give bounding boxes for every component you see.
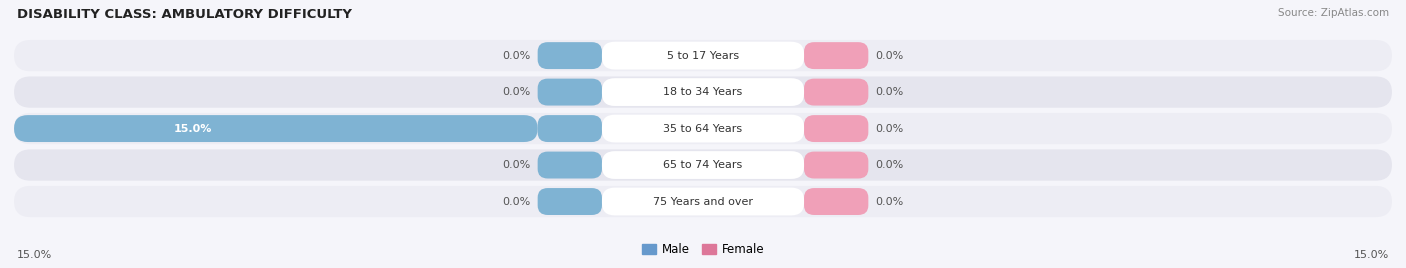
Text: 0.0%: 0.0% [502, 87, 531, 97]
Text: 15.0%: 15.0% [1354, 250, 1389, 260]
Text: 75 Years and over: 75 Years and over [652, 196, 754, 207]
FancyBboxPatch shape [804, 152, 869, 178]
Text: 0.0%: 0.0% [875, 196, 904, 207]
Text: 15.0%: 15.0% [17, 250, 52, 260]
FancyBboxPatch shape [602, 151, 804, 179]
Text: 0.0%: 0.0% [502, 196, 531, 207]
FancyBboxPatch shape [14, 115, 537, 142]
FancyBboxPatch shape [537, 188, 602, 215]
FancyBboxPatch shape [804, 79, 869, 106]
FancyBboxPatch shape [14, 76, 1392, 108]
Text: 0.0%: 0.0% [502, 51, 531, 61]
FancyBboxPatch shape [14, 113, 1392, 144]
FancyBboxPatch shape [537, 79, 602, 106]
FancyBboxPatch shape [602, 42, 804, 69]
Text: 0.0%: 0.0% [875, 160, 904, 170]
Text: 18 to 34 Years: 18 to 34 Years [664, 87, 742, 97]
Text: Source: ZipAtlas.com: Source: ZipAtlas.com [1278, 8, 1389, 18]
FancyBboxPatch shape [804, 115, 869, 142]
FancyBboxPatch shape [804, 42, 869, 69]
Text: 0.0%: 0.0% [875, 51, 904, 61]
FancyBboxPatch shape [537, 42, 602, 69]
FancyBboxPatch shape [14, 186, 1392, 217]
Text: 15.0%: 15.0% [174, 124, 212, 133]
FancyBboxPatch shape [602, 188, 804, 215]
FancyBboxPatch shape [537, 152, 602, 178]
FancyBboxPatch shape [804, 188, 869, 215]
FancyBboxPatch shape [602, 78, 804, 106]
Text: 65 to 74 Years: 65 to 74 Years [664, 160, 742, 170]
FancyBboxPatch shape [14, 40, 1392, 71]
Text: 0.0%: 0.0% [502, 160, 531, 170]
FancyBboxPatch shape [602, 115, 804, 143]
FancyBboxPatch shape [537, 115, 602, 142]
Text: 5 to 17 Years: 5 to 17 Years [666, 51, 740, 61]
Text: 35 to 64 Years: 35 to 64 Years [664, 124, 742, 133]
Text: DISABILITY CLASS: AMBULATORY DIFFICULTY: DISABILITY CLASS: AMBULATORY DIFFICULTY [17, 8, 352, 21]
Legend: Male, Female: Male, Female [637, 238, 769, 261]
FancyBboxPatch shape [14, 150, 1392, 181]
Text: 0.0%: 0.0% [875, 124, 904, 133]
Text: 0.0%: 0.0% [875, 87, 904, 97]
